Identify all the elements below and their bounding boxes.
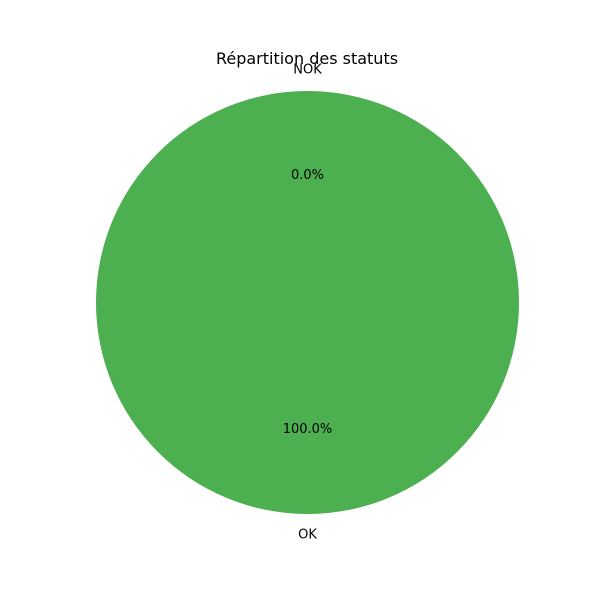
slice-pct-nok: 0.0% xyxy=(291,168,324,183)
slice-label-nok: NOK xyxy=(293,62,322,77)
slice-label-ok: OK xyxy=(298,528,317,543)
slice-pct-ok: 100.0% xyxy=(283,422,333,437)
pie-labels: NOK 0.0% OK 100.0% xyxy=(283,62,333,542)
pie-slices xyxy=(96,91,519,514)
pie-slice-ok xyxy=(96,91,519,514)
chart-title: Répartition des statuts xyxy=(216,49,398,68)
